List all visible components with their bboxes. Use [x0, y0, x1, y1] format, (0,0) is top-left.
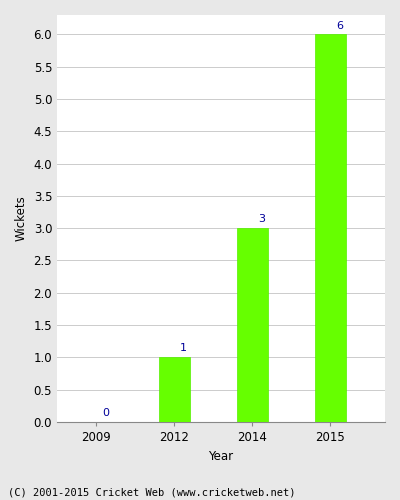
- Text: 3: 3: [258, 214, 265, 224]
- Text: 1: 1: [180, 344, 187, 353]
- Bar: [237, 228, 268, 422]
- Y-axis label: Wickets: Wickets: [15, 196, 28, 242]
- Bar: [315, 34, 346, 422]
- X-axis label: Year: Year: [208, 450, 234, 462]
- Bar: [158, 358, 190, 422]
- Text: 0: 0: [102, 408, 109, 418]
- Text: 6: 6: [336, 20, 343, 30]
- Text: (C) 2001-2015 Cricket Web (www.cricketweb.net): (C) 2001-2015 Cricket Web (www.cricketwe…: [8, 488, 296, 498]
